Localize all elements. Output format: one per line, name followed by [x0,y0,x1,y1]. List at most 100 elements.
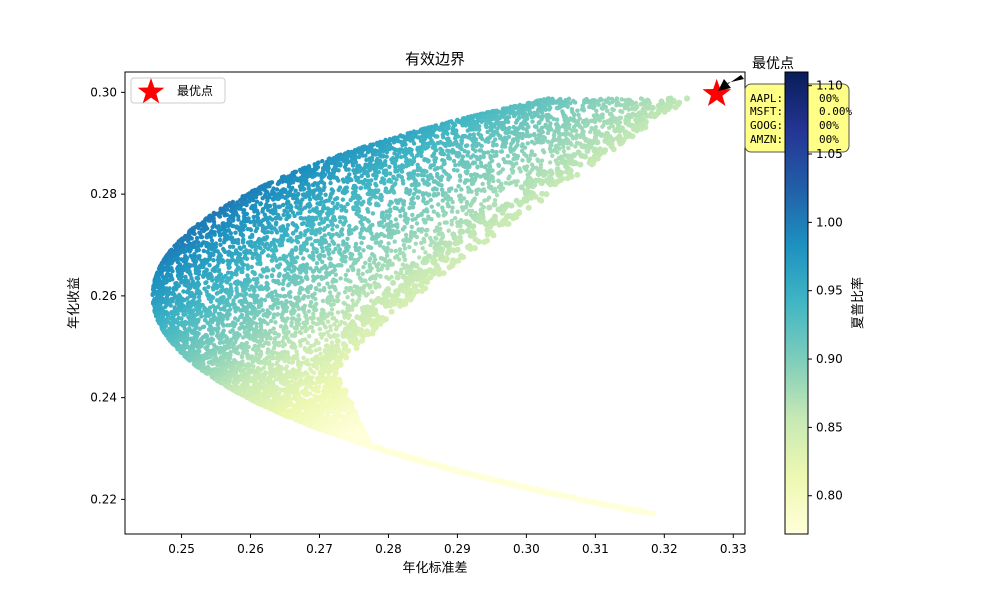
scatter-point [241,244,247,249]
scatter-point [529,149,534,154]
scatter-point [556,135,562,140]
scatter-point [259,297,264,302]
scatter-point [554,117,560,122]
scatter-point [214,285,219,291]
scatter-point [320,298,326,304]
scatter-point [490,143,496,148]
scatter-point [290,231,296,236]
scatter-point [307,346,312,351]
scatter-point [289,256,294,261]
scatter-point [459,199,464,204]
scatter-point [404,186,409,192]
scatter-point [277,256,283,261]
scatter-point [334,224,340,229]
scatter-point [268,318,274,324]
scatter-point [458,178,463,183]
scatter-point [392,239,397,244]
scatter-point [262,297,268,303]
scatter-point [436,232,441,237]
scatter-point [411,248,417,254]
scatter-point [459,187,464,192]
scatter-point [222,304,227,309]
scatter-point [333,272,338,277]
scatter-point [284,254,289,259]
scatter-point [260,308,265,313]
scatter-point [277,271,282,277]
scatter-point [361,248,366,253]
scatter-point [463,143,469,149]
scatter-point [366,178,371,184]
scatter-point [345,201,350,207]
scatter-point [552,133,557,138]
scatter-point [431,128,437,133]
scatter-point [280,281,286,286]
scatter-point [409,182,414,188]
scatter-point [311,311,316,317]
scatter-point [436,175,442,181]
scatter-point [319,335,324,340]
scatter-point [458,252,465,259]
scatter-point [298,231,303,236]
scatter-point [577,161,584,168]
scatter-point [536,128,541,133]
scatter-point [284,226,290,232]
scatter-point [420,246,425,251]
scatter-point [493,137,498,142]
scatter-point [217,237,223,243]
scatter-point [379,215,385,220]
scatter-point [532,152,537,158]
scatter-point [474,191,479,197]
scatter-point [470,223,477,230]
scatter-point [328,324,333,329]
scatter-point [458,223,463,228]
scatter-point [496,163,502,168]
scatter-point [362,177,368,183]
scatter-point [253,247,258,253]
scatter-point [541,150,547,155]
scatter-point [268,336,273,341]
scatter-point [435,211,440,216]
scatter-point [460,154,466,159]
scatter-point [511,137,516,142]
scatter-point [450,247,457,254]
scatter-point [352,284,357,289]
scatter-point [414,221,420,226]
scatter-point [322,286,327,291]
scatter-point [338,276,343,281]
scatter-point [285,238,291,243]
scatter-point [293,330,298,335]
scatter-point [407,245,412,250]
scatter-point [258,245,263,251]
scatter-point [236,217,241,222]
scatter-point [472,172,477,177]
scatter-point [233,230,238,235]
scatter-point [345,236,350,241]
scatter-point [277,204,283,209]
scatter-point [485,150,491,155]
scatter-point [267,363,273,369]
scatter-point [561,149,567,154]
scatter-point [207,305,213,310]
scatter-point [273,289,278,294]
scatter-point [239,312,245,318]
chart-title: 有效边界 [405,50,465,68]
scatter-point [285,271,290,277]
scatter-point [360,271,365,277]
scatter-point [387,202,392,208]
scatter-point [455,209,460,214]
scatter-point [213,241,219,246]
scatter-point [564,136,569,141]
scatter-point [505,153,511,159]
scatter-point [428,242,433,248]
scatter-point [309,242,315,247]
scatter-point [224,290,229,295]
scatter-points [150,95,690,517]
scatter-point [308,266,313,271]
scatter-point [323,192,328,197]
scatter-point [400,227,406,232]
scatter-point [404,164,409,169]
scatter-point [572,128,577,133]
scatter-point [322,233,327,238]
scatter-point [378,239,384,245]
scatter-point [482,188,487,194]
